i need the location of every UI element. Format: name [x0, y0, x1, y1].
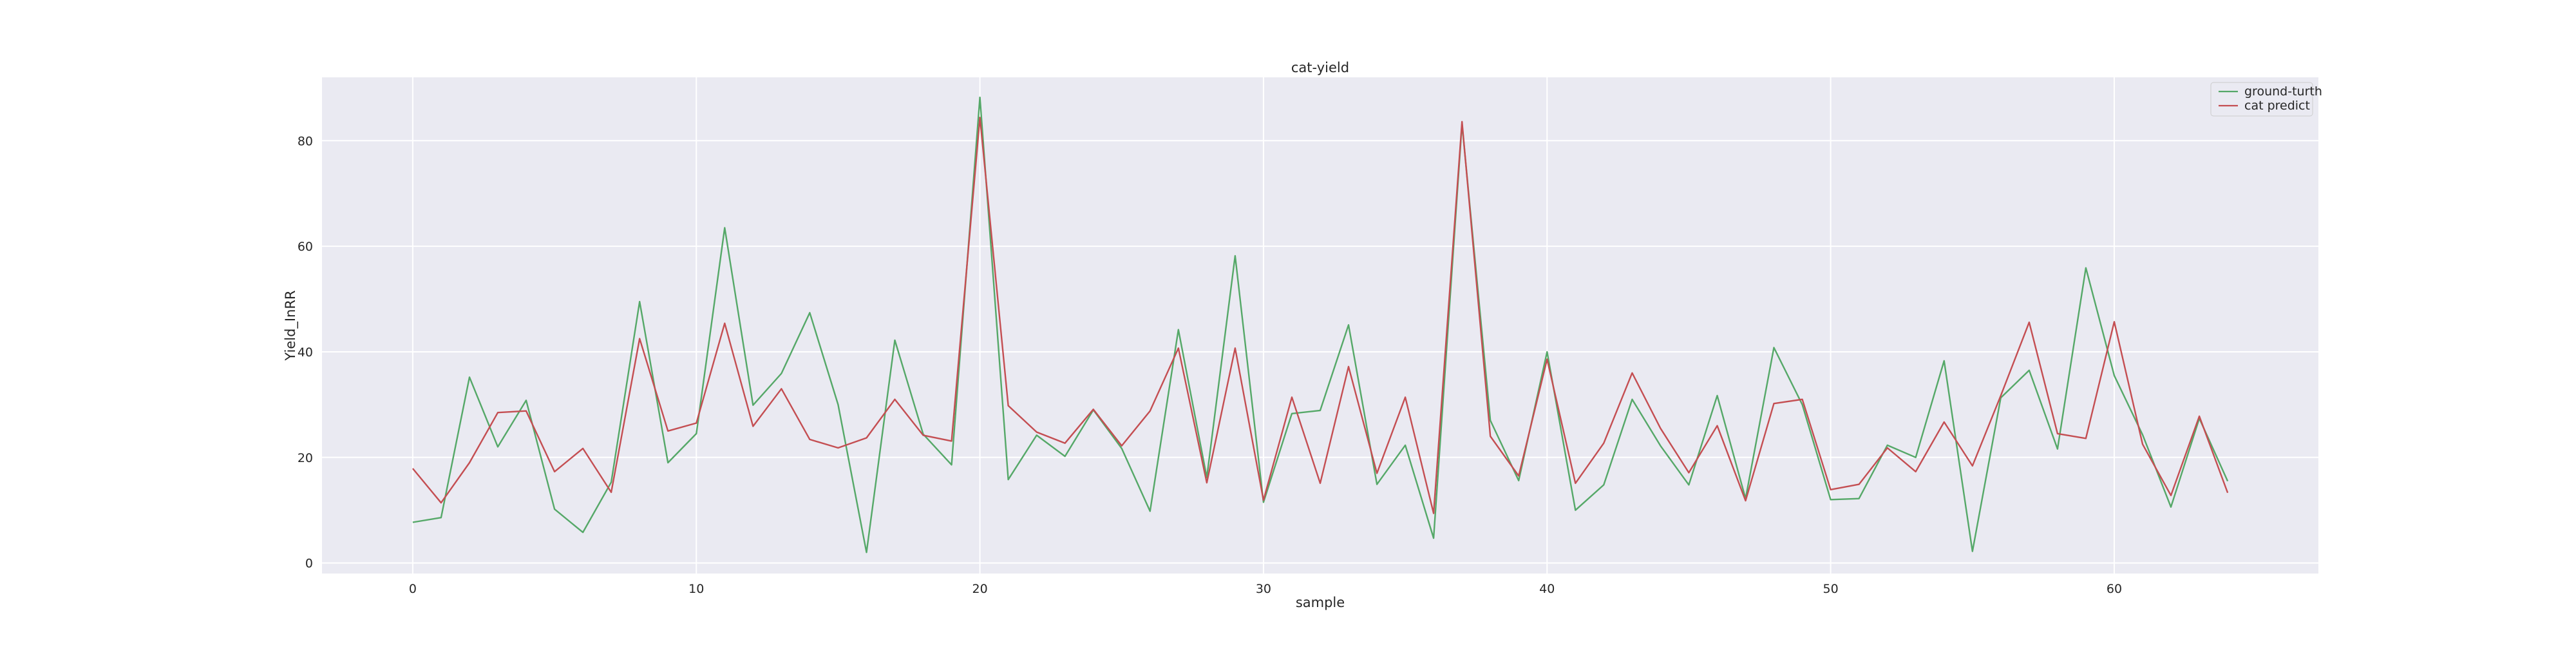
x-tick-label: 20 [972, 582, 987, 596]
y-tick-label: 20 [298, 451, 313, 465]
x-axis-label: sample [1296, 595, 1345, 610]
plot-background [322, 77, 2318, 574]
y-tick-label: 60 [298, 240, 313, 254]
series-line-cat-predict [412, 117, 2229, 514]
series-line-ground-turth [412, 96, 2229, 554]
x-tick-label: 30 [1256, 582, 1271, 596]
x-tick-label: 40 [1539, 582, 1555, 596]
x-tick-label: 60 [2107, 582, 2122, 596]
y-axis-label: Yield_InRR [283, 290, 299, 361]
tick-labels: 0 10 20 30 40 50 60 0 20 40 60 80 [298, 134, 2122, 596]
y-tick-label: 0 [305, 557, 313, 571]
x-tick-label: 10 [688, 582, 704, 596]
grid [322, 77, 2318, 574]
legend-label-ground-turth: ground-turth [2244, 84, 2322, 99]
y-tick-label: 40 [298, 345, 313, 360]
legend: ground-turth cat predict [2210, 82, 2322, 117]
legend-label-cat-predict: cat predict [2244, 99, 2310, 113]
chart-title: cat-yield [1291, 60, 1349, 75]
x-tick-label: 50 [1823, 582, 1839, 596]
series [412, 96, 2229, 554]
y-tick-label: 80 [298, 134, 313, 148]
x-tick-label: 0 [409, 582, 417, 596]
